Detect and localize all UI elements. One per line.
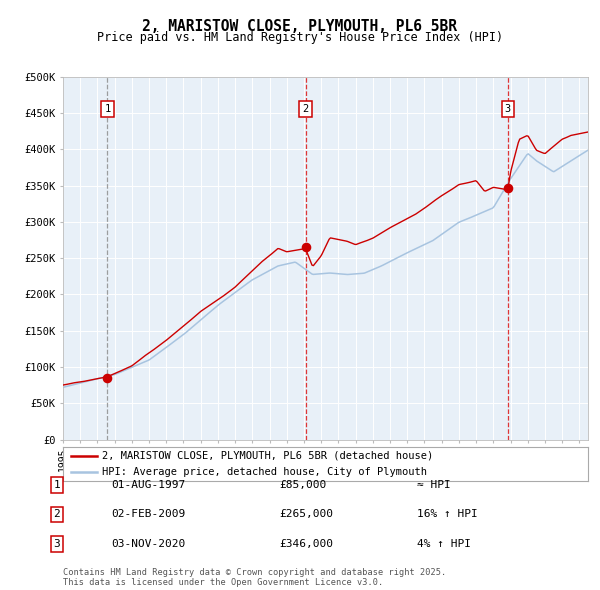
Text: £346,000: £346,000	[279, 539, 333, 549]
Text: 1: 1	[53, 480, 61, 490]
Text: Contains HM Land Registry data © Crown copyright and database right 2025.
This d: Contains HM Land Registry data © Crown c…	[63, 568, 446, 587]
Text: Price paid vs. HM Land Registry's House Price Index (HPI): Price paid vs. HM Land Registry's House …	[97, 31, 503, 44]
Text: HPI: Average price, detached house, City of Plymouth: HPI: Average price, detached house, City…	[103, 467, 427, 477]
Text: £85,000: £85,000	[279, 480, 326, 490]
Text: 1: 1	[104, 104, 110, 114]
Point	[301, 242, 310, 252]
Text: 4% ↑ HPI: 4% ↑ HPI	[417, 539, 471, 549]
Text: 2, MARISTOW CLOSE, PLYMOUTH, PL6 5BR (detached house): 2, MARISTOW CLOSE, PLYMOUTH, PL6 5BR (de…	[103, 451, 434, 461]
Text: 16% ↑ HPI: 16% ↑ HPI	[417, 510, 478, 519]
Text: ≈ HPI: ≈ HPI	[417, 480, 451, 490]
Text: 03-NOV-2020: 03-NOV-2020	[111, 539, 185, 549]
Text: 2: 2	[53, 510, 61, 519]
Text: 01-AUG-1997: 01-AUG-1997	[111, 480, 185, 490]
Point	[103, 373, 112, 382]
Text: 2: 2	[302, 104, 308, 114]
Point	[503, 183, 512, 193]
Text: 2, MARISTOW CLOSE, PLYMOUTH, PL6 5BR: 2, MARISTOW CLOSE, PLYMOUTH, PL6 5BR	[143, 19, 458, 34]
Text: 3: 3	[505, 104, 511, 114]
Text: £265,000: £265,000	[279, 510, 333, 519]
Text: 3: 3	[53, 539, 61, 549]
Text: 02-FEB-2009: 02-FEB-2009	[111, 510, 185, 519]
